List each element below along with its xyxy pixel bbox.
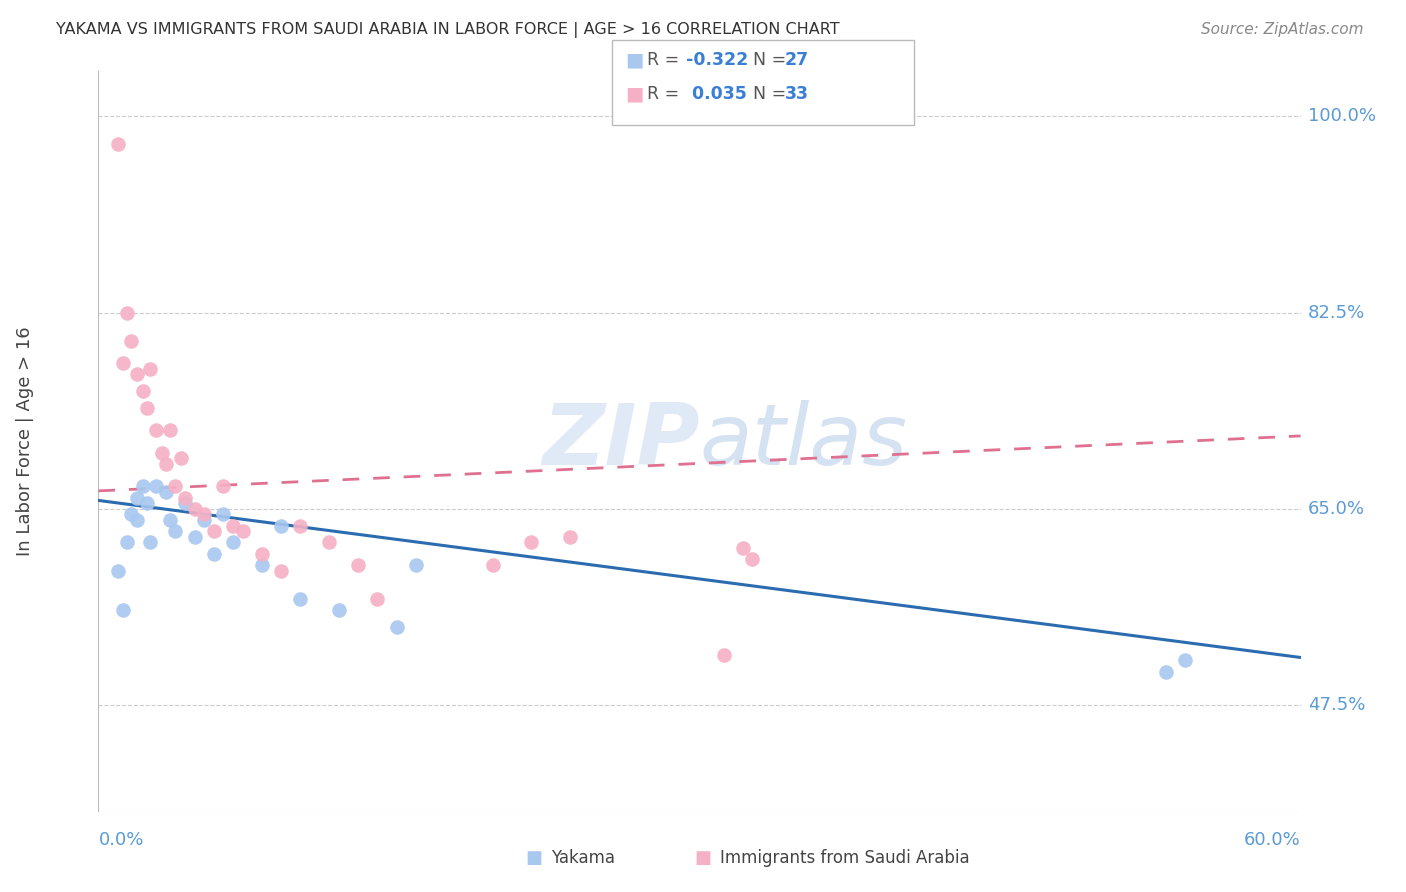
Text: N =: N =: [742, 51, 792, 69]
Point: [155, 457, 177, 471]
Point: [159, 423, 181, 437]
Text: 100.0%: 100.0%: [1308, 107, 1375, 125]
Point: [1174, 653, 1197, 667]
Point: [125, 491, 148, 505]
Point: [131, 479, 153, 493]
Point: [112, 603, 135, 617]
Point: [1154, 665, 1177, 679]
Text: ■: ■: [626, 50, 644, 70]
Point: [150, 446, 173, 460]
Point: [270, 564, 292, 578]
Point: [174, 496, 197, 510]
Point: [139, 361, 162, 376]
Text: 0.035: 0.035: [686, 85, 747, 103]
Point: [165, 479, 187, 493]
Point: [250, 558, 273, 572]
Text: 60.0%: 60.0%: [1244, 831, 1301, 849]
Point: [145, 423, 167, 437]
Point: [385, 619, 408, 633]
Text: ■: ■: [695, 849, 711, 867]
Point: [713, 648, 735, 662]
Text: 0.0%: 0.0%: [98, 831, 143, 849]
Point: [318, 535, 340, 549]
Text: Immigrants from Saudi Arabia: Immigrants from Saudi Arabia: [720, 849, 970, 867]
Point: [741, 552, 763, 566]
Point: [174, 491, 197, 505]
Text: R =: R =: [647, 85, 685, 103]
Point: [107, 137, 129, 152]
Point: [120, 508, 142, 522]
Point: [131, 384, 153, 398]
Text: In Labor Force | Age > 16: In Labor Force | Age > 16: [17, 326, 34, 557]
Point: [117, 535, 139, 549]
Point: [193, 513, 215, 527]
Text: YAKAMA VS IMMIGRANTS FROM SAUDI ARABIA IN LABOR FORCE | AGE > 16 CORRELATION CHA: YAKAMA VS IMMIGRANTS FROM SAUDI ARABIA I…: [56, 22, 839, 38]
Text: 47.5%: 47.5%: [1308, 696, 1365, 714]
Point: [183, 501, 205, 516]
Point: [520, 535, 543, 549]
Text: ■: ■: [526, 849, 543, 867]
Point: [222, 518, 245, 533]
Text: R =: R =: [647, 51, 685, 69]
Text: Source: ZipAtlas.com: Source: ZipAtlas.com: [1201, 22, 1364, 37]
Point: [347, 558, 370, 572]
Point: [232, 524, 254, 539]
Text: ■: ■: [626, 84, 644, 103]
Point: [117, 305, 139, 319]
Text: atlas: atlas: [699, 400, 907, 483]
Point: [125, 513, 148, 527]
Point: [112, 356, 135, 370]
Point: [135, 401, 157, 415]
Point: [212, 508, 235, 522]
Point: [328, 603, 350, 617]
Text: 82.5%: 82.5%: [1308, 303, 1365, 321]
Point: [405, 558, 427, 572]
Text: -0.322: -0.322: [686, 51, 748, 69]
Point: [558, 530, 581, 544]
Point: [145, 479, 167, 493]
Text: Yakama: Yakama: [551, 849, 616, 867]
Point: [212, 479, 235, 493]
Point: [193, 508, 215, 522]
Point: [135, 496, 157, 510]
Point: [290, 591, 312, 606]
Text: 65.0%: 65.0%: [1308, 500, 1365, 518]
Point: [731, 541, 754, 555]
Point: [165, 524, 187, 539]
Point: [250, 547, 273, 561]
Point: [139, 535, 162, 549]
Point: [155, 485, 177, 500]
Point: [222, 535, 245, 549]
Point: [125, 368, 148, 382]
Text: 33: 33: [785, 85, 808, 103]
Point: [202, 547, 225, 561]
Text: ZIP: ZIP: [541, 400, 699, 483]
Text: N =: N =: [742, 85, 792, 103]
Point: [170, 451, 193, 466]
Point: [290, 518, 312, 533]
Point: [481, 558, 503, 572]
Point: [159, 513, 181, 527]
Point: [366, 591, 388, 606]
Point: [120, 334, 142, 348]
Point: [270, 518, 292, 533]
Point: [202, 524, 225, 539]
Text: 27: 27: [785, 51, 808, 69]
Point: [183, 530, 205, 544]
Point: [107, 564, 129, 578]
